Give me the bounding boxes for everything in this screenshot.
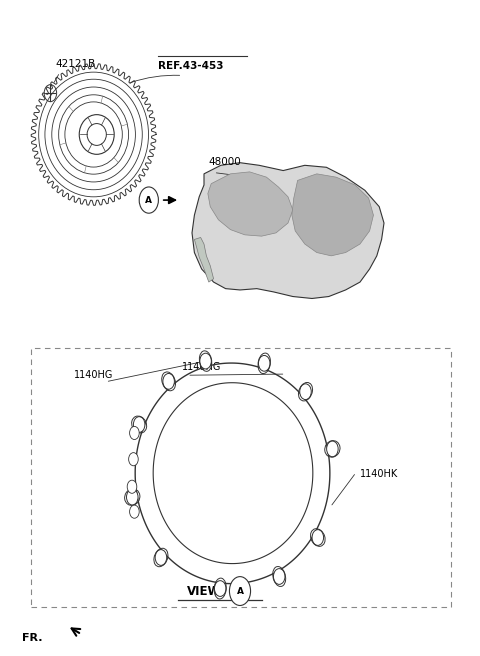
Circle shape (129, 453, 138, 466)
Circle shape (312, 529, 324, 545)
Circle shape (130, 505, 139, 518)
Circle shape (127, 480, 137, 493)
Circle shape (215, 581, 226, 596)
Bar (31, 348, 451, 607)
Circle shape (155, 550, 167, 565)
Text: 1140HG: 1140HG (74, 370, 114, 380)
Circle shape (229, 577, 251, 605)
Circle shape (133, 417, 145, 432)
Text: FR.: FR. (22, 632, 42, 643)
Polygon shape (194, 237, 214, 282)
Text: REF.43-453: REF.43-453 (158, 60, 224, 71)
Circle shape (139, 187, 158, 213)
Text: 1140HG: 1140HG (182, 362, 222, 373)
Text: 1140HK: 1140HK (360, 468, 398, 479)
Circle shape (258, 356, 270, 371)
Circle shape (163, 373, 174, 389)
Text: 48000: 48000 (209, 157, 241, 167)
Circle shape (200, 353, 211, 369)
Text: 42121B: 42121B (55, 59, 96, 69)
Text: VIEW: VIEW (187, 584, 222, 598)
Circle shape (130, 426, 139, 440)
Circle shape (274, 569, 285, 584)
Polygon shape (292, 174, 373, 256)
Polygon shape (192, 163, 384, 298)
Circle shape (127, 489, 138, 505)
Text: A: A (145, 195, 152, 205)
Circle shape (300, 384, 311, 400)
Polygon shape (208, 172, 293, 236)
Circle shape (326, 441, 338, 457)
Text: A: A (237, 586, 243, 596)
